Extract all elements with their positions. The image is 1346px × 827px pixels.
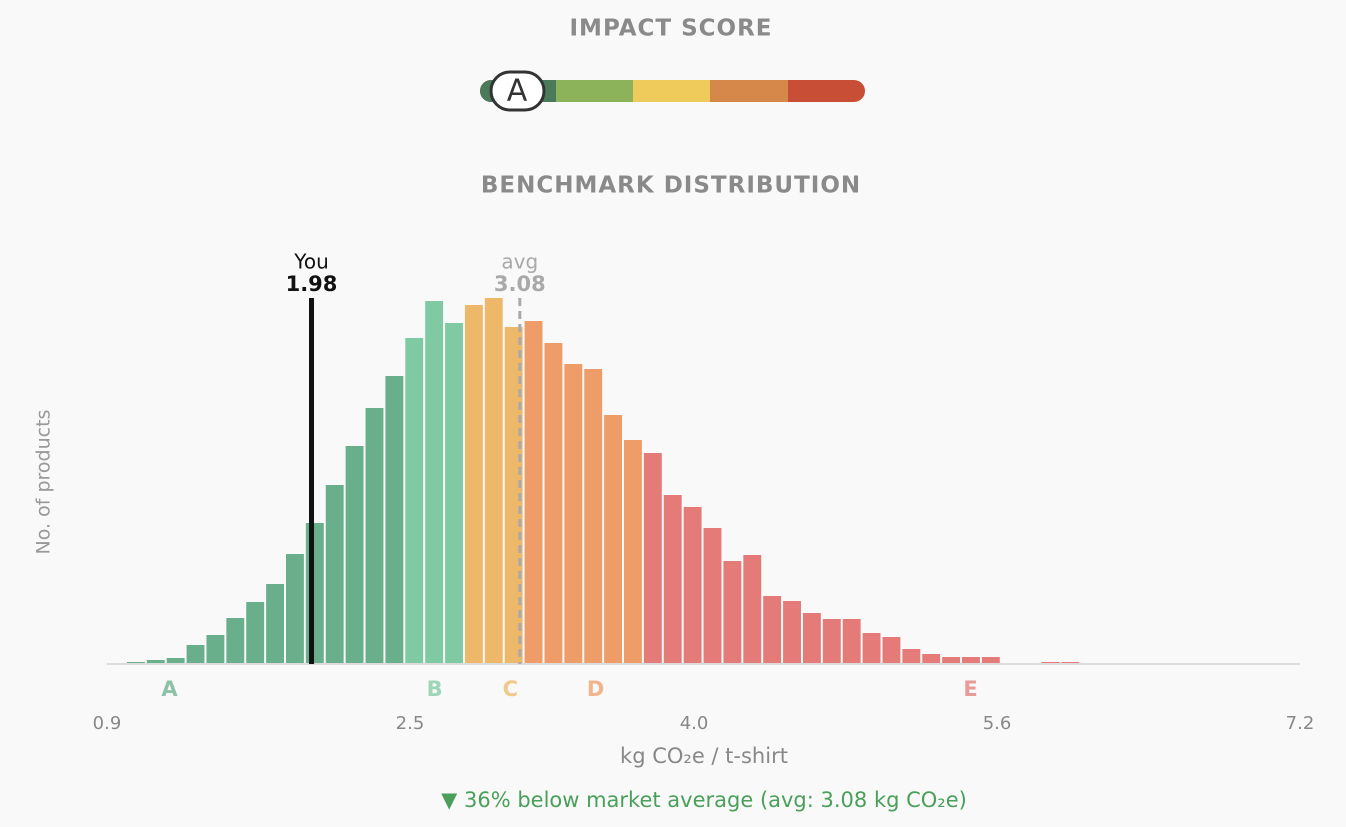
- bar: [624, 440, 642, 664]
- bar: [723, 561, 742, 664]
- x-tick-label: 7.2: [1286, 713, 1315, 734]
- bar: [484, 298, 503, 664]
- bar: [266, 584, 285, 664]
- grade-label: C: [503, 677, 518, 701]
- bar: [962, 657, 980, 664]
- marker-value: 1.98: [286, 272, 338, 296]
- bar: [981, 657, 1000, 664]
- y-axis-label: No. of products: [33, 410, 55, 555]
- bar: [166, 658, 185, 664]
- grade-label: D: [587, 677, 604, 701]
- bar: [584, 369, 603, 664]
- footer-note: ▼ 36% below market average (avg: 3.08 kg…: [441, 788, 967, 812]
- chart-title: BENCHMARK DISTRIBUTION: [481, 173, 861, 199]
- bar: [942, 657, 961, 664]
- score-gauge: A: [480, 70, 865, 112]
- grade-letter: A: [507, 74, 528, 109]
- bar: [862, 633, 881, 664]
- bar: [524, 321, 543, 664]
- grade-label: A: [161, 677, 178, 701]
- bar: [822, 619, 841, 664]
- x-tick-label: 4.0: [680, 713, 709, 734]
- bar: [882, 637, 901, 664]
- grade-badge: [489, 70, 546, 112]
- bar: [802, 613, 821, 664]
- bar: [783, 601, 801, 664]
- bar: [564, 364, 583, 664]
- bar: [544, 343, 563, 664]
- marker-value: 3.08: [494, 272, 546, 296]
- bar: [703, 528, 722, 664]
- x-tick-label: 0.9: [93, 713, 122, 734]
- bar: [445, 323, 463, 664]
- bar: [146, 660, 165, 664]
- bar: [246, 602, 265, 664]
- bar: [365, 408, 384, 664]
- bar: [663, 495, 682, 664]
- x-axis-label: kg CO₂e / t-shirt: [620, 744, 788, 768]
- gauge-seg: [633, 80, 710, 102]
- bar: [206, 635, 225, 664]
- bar: [504, 327, 523, 664]
- bar: [226, 618, 245, 664]
- gauge-seg: [710, 80, 788, 102]
- bar: [464, 305, 483, 664]
- bar: [305, 523, 324, 664]
- grade-label: B: [427, 677, 443, 701]
- bar: [425, 301, 444, 664]
- impact-title: IMPACT SCORE: [570, 16, 773, 42]
- bar: [186, 645, 205, 664]
- bar: [385, 376, 404, 664]
- grade-label: E: [963, 677, 977, 701]
- x-tick-label: 2.5: [396, 713, 425, 734]
- bar: [902, 649, 921, 664]
- bar: [643, 453, 662, 664]
- bar: [683, 507, 702, 664]
- bar: [405, 338, 424, 664]
- x-tick-label: 5.6: [983, 713, 1012, 734]
- bar: [325, 485, 344, 664]
- bar: [604, 415, 623, 664]
- marker-name: avg: [501, 250, 538, 274]
- gauge-seg: [556, 80, 633, 102]
- bar: [743, 555, 762, 664]
- marker-name: You: [293, 250, 328, 274]
- bar: [763, 596, 782, 664]
- bar: [286, 554, 304, 664]
- bar: [922, 654, 941, 664]
- bar: [345, 446, 364, 664]
- bar: [842, 619, 861, 664]
